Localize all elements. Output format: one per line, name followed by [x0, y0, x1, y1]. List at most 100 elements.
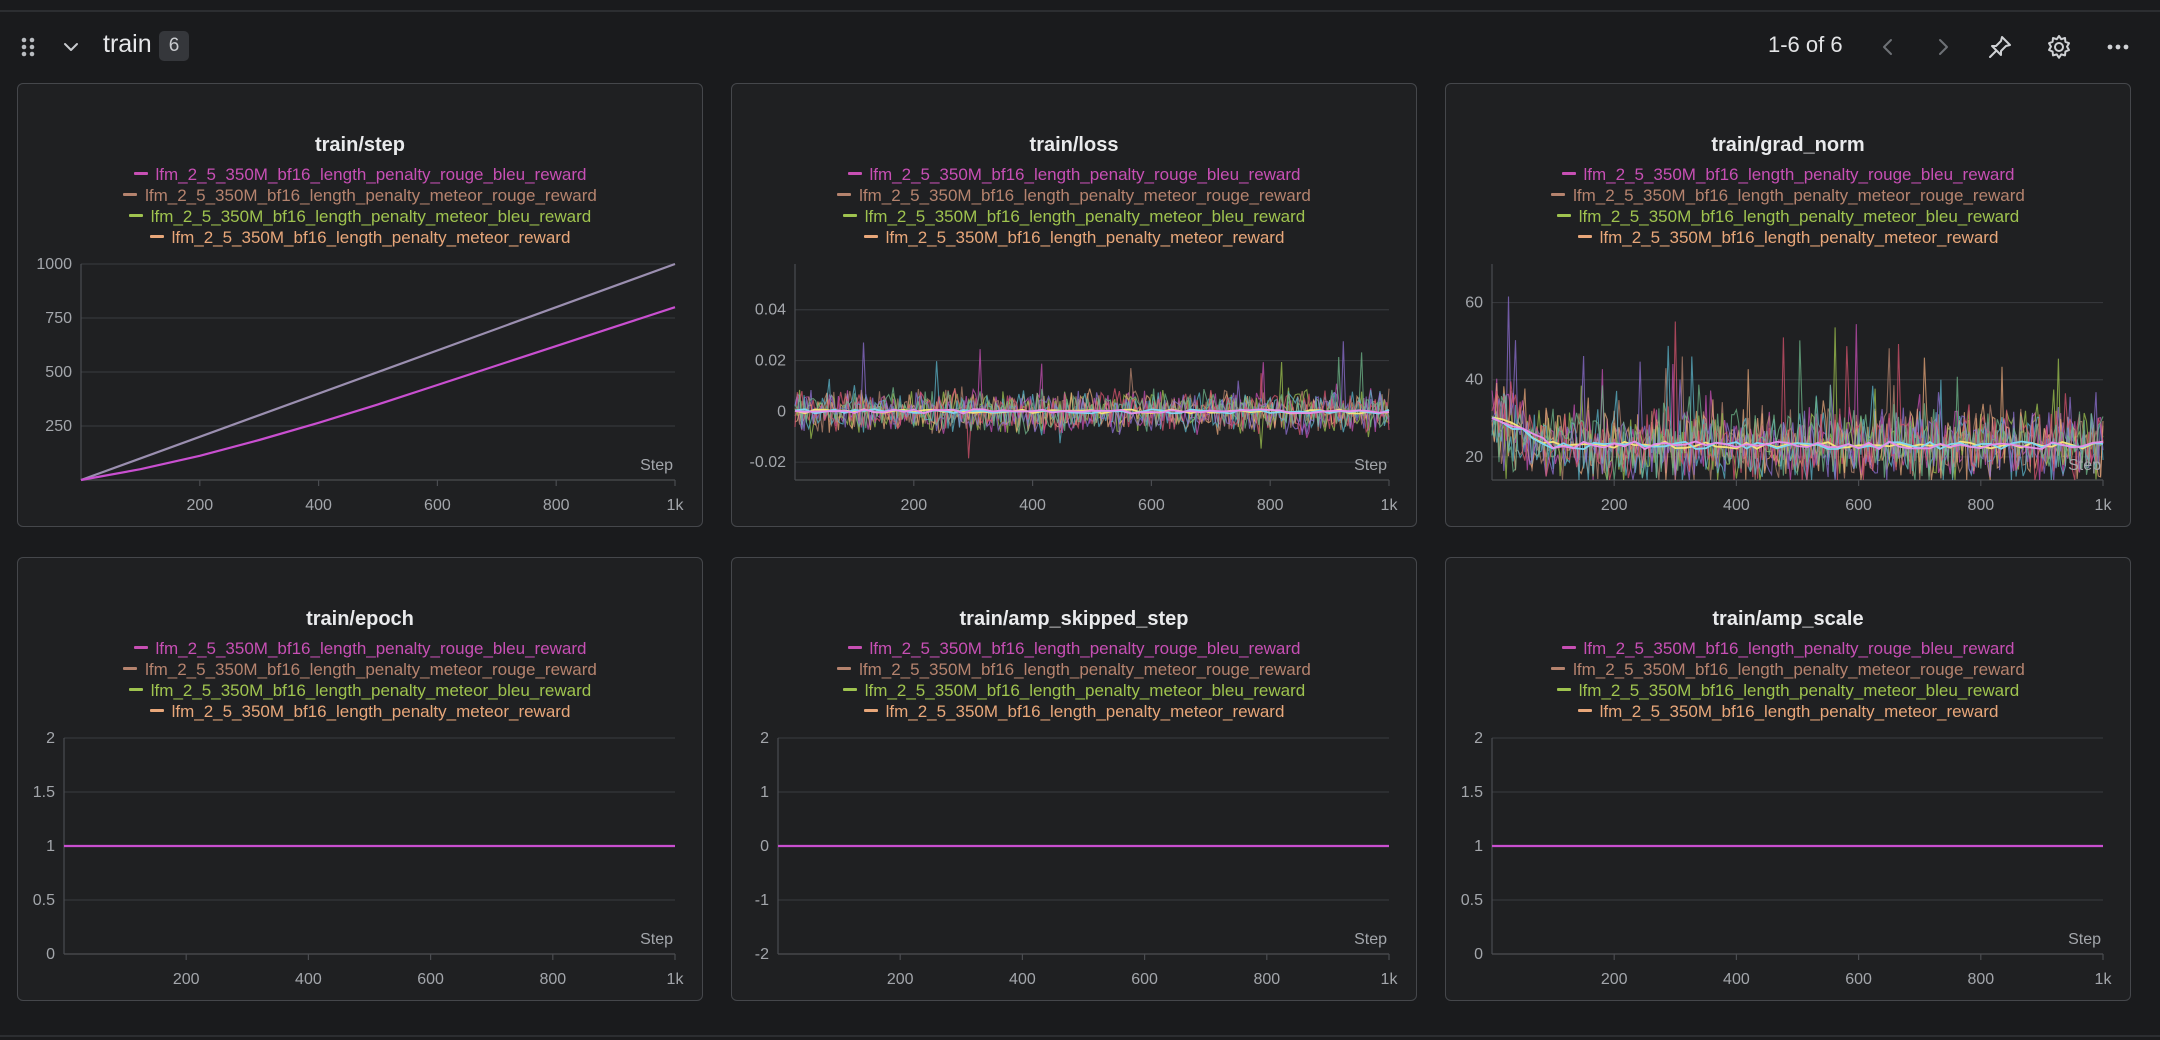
chart-legend: lfm_2_5_350M_bf16_length_penalty_rouge_b…	[18, 164, 702, 248]
chart-title: train/loss	[1029, 134, 1119, 156]
legend-swatch	[1577, 235, 1592, 239]
legend-label: lfm_2_5_350M_bf16_length_penalty_rouge_b…	[155, 165, 587, 184]
drag-handle-icon[interactable]	[20, 36, 36, 58]
legend-item[interactable]: lfm_2_5_350M_bf16_length_penalty_meteor_…	[1446, 185, 2130, 206]
legend-swatch	[837, 193, 852, 197]
chevron-left-icon[interactable]	[1874, 33, 1902, 61]
series-line	[80, 262, 676, 482]
legend-swatch	[863, 709, 878, 713]
chart-panel[interactable]: train/step lfm_2_5_350M_bf16_length_penal…	[17, 83, 703, 527]
chart-legend: lfm_2_5_350M_bf16_length_penalty_rouge_b…	[18, 638, 702, 722]
legend-item[interactable]: lfm_2_5_350M_bf16_length_penalty_meteor_…	[732, 185, 1416, 206]
y-tick-label: 0.5	[33, 892, 55, 909]
legend-item[interactable]: lfm_2_5_350M_bf16_length_penalty_rouge_b…	[732, 638, 1416, 659]
x-tick-label: 600	[1845, 497, 1872, 514]
chart-panel[interactable]: train/amp_scale lfm_2_5_350M_bf16_length_…	[1445, 557, 2131, 1001]
legend-swatch	[847, 172, 862, 176]
top-divider	[0, 10, 2160, 12]
legend-label: lfm_2_5_350M_bf16_length_penalty_meteor_…	[150, 207, 592, 226]
x-tick-label: 600	[1845, 971, 1872, 988]
x-tick-label: 600	[1131, 971, 1158, 988]
legend-label: lfm_2_5_350M_bf16_length_penalty_meteor_…	[1599, 228, 1999, 247]
x-tick-label: 400	[1723, 971, 1750, 988]
x-tick-label: 400	[1019, 497, 1046, 514]
legend-label: lfm_2_5_350M_bf16_length_penalty_meteor_…	[864, 207, 1306, 226]
legend-item[interactable]: lfm_2_5_350M_bf16_length_penalty_meteor_…	[732, 206, 1416, 227]
y-tick-label: 60	[1465, 295, 1483, 312]
x-tick-label: 200	[1601, 971, 1628, 988]
legend-item[interactable]: lfm_2_5_350M_bf16_length_penalty_rouge_b…	[1446, 164, 2130, 185]
legend-item[interactable]: lfm_2_5_350M_bf16_length_penalty_meteor_…	[18, 185, 702, 206]
section-title: train	[103, 30, 152, 58]
y-tick-label: 2	[1474, 730, 1483, 747]
chart-plot[interactable]: -0.02 0 0.02 0.04 200 400 600 800 1k Step	[732, 84, 1416, 524]
chart-plot[interactable]: 20 40 60 200 400 600 800 1k Step	[1446, 84, 2130, 524]
chart-title: train/epoch	[306, 608, 414, 630]
series-line	[80, 306, 676, 482]
legend-item[interactable]: lfm_2_5_350M_bf16_length_penalty_meteor_…	[18, 701, 702, 722]
chart-plot[interactable]: 250 500 750 1000 200 400 600 800 1k Step	[18, 84, 702, 524]
more-horizontal-icon[interactable]	[2104, 33, 2132, 61]
legend-item[interactable]: lfm_2_5_350M_bf16_length_penalty_meteor_…	[732, 227, 1416, 248]
legend-swatch	[133, 646, 148, 650]
legend-item[interactable]: lfm_2_5_350M_bf16_length_penalty_rouge_b…	[18, 164, 702, 185]
y-tick-label: 2	[760, 730, 769, 747]
y-tick-label: -0.02	[750, 454, 787, 471]
legend-item[interactable]: lfm_2_5_350M_bf16_length_penalty_meteor_…	[732, 659, 1416, 680]
pin-icon[interactable]	[1986, 33, 2014, 61]
chart-plot[interactable]: -2 -1 0 1 2 200 400 600 800 1k Step	[732, 558, 1416, 998]
chevron-right-icon[interactable]	[1929, 33, 1957, 61]
chevron-down-icon[interactable]	[62, 38, 80, 56]
legend-item[interactable]: lfm_2_5_350M_bf16_length_penalty_meteor_…	[1446, 701, 2130, 722]
x-tick-label: 1k	[667, 971, 685, 988]
legend-label: lfm_2_5_350M_bf16_length_penalty_meteor_…	[145, 660, 597, 679]
y-tick-label: 1	[46, 838, 55, 855]
x-tick-label: 400	[295, 971, 322, 988]
legend-label: lfm_2_5_350M_bf16_length_penalty_meteor_…	[864, 681, 1306, 700]
legend-item[interactable]: lfm_2_5_350M_bf16_length_penalty_meteor_…	[1446, 680, 2130, 701]
legend-label: lfm_2_5_350M_bf16_length_penalty_meteor_…	[885, 228, 1285, 247]
legend-item[interactable]: lfm_2_5_350M_bf16_length_penalty_meteor_…	[1446, 659, 2130, 680]
chart-panel[interactable]: train/amp_skipped_step lfm_2_5_350M_bf16_…	[731, 557, 1417, 1001]
x-tick-label: 800	[1967, 971, 1994, 988]
chart-title: train/amp_scale	[1712, 608, 1864, 630]
legend-label: lfm_2_5_350M_bf16_length_penalty_meteor_…	[859, 660, 1311, 679]
legend-item[interactable]: lfm_2_5_350M_bf16_length_penalty_meteor_…	[18, 227, 702, 248]
y-tick-label: 1000	[36, 256, 72, 273]
legend-item[interactable]: lfm_2_5_350M_bf16_length_penalty_rouge_b…	[1446, 638, 2130, 659]
y-tick-label: 0.02	[755, 353, 786, 370]
chart-panel[interactable]: train/loss lfm_2_5_350M_bf16_length_penal…	[731, 83, 1417, 527]
legend-swatch	[842, 688, 857, 692]
legend-item[interactable]: lfm_2_5_350M_bf16_length_penalty_rouge_b…	[18, 638, 702, 659]
y-tick-label: 1	[1474, 838, 1483, 855]
legend-item[interactable]: lfm_2_5_350M_bf16_length_penalty_meteor_…	[18, 680, 702, 701]
legend-swatch	[1551, 193, 1566, 197]
legend-label: lfm_2_5_350M_bf16_length_penalty_meteor_…	[1578, 681, 2020, 700]
chart-legend: lfm_2_5_350M_bf16_length_penalty_rouge_b…	[732, 638, 1416, 722]
x-axis-label: Step	[640, 931, 673, 948]
gear-icon[interactable]	[2045, 33, 2073, 61]
series-line	[1491, 340, 2104, 481]
legend-swatch	[863, 235, 878, 239]
legend-label: lfm_2_5_350M_bf16_length_penalty_meteor_…	[859, 186, 1311, 205]
x-tick-label: 800	[1253, 971, 1280, 988]
legend-item[interactable]: lfm_2_5_350M_bf16_length_penalty_rouge_b…	[732, 164, 1416, 185]
x-tick-label: 1k	[1381, 971, 1399, 988]
legend-item[interactable]: lfm_2_5_350M_bf16_length_penalty_meteor_…	[1446, 206, 2130, 227]
legend-label: lfm_2_5_350M_bf16_length_penalty_meteor_…	[171, 228, 571, 247]
y-tick-label: 1.5	[1461, 784, 1483, 801]
chart-panel[interactable]: train/grad_norm lfm_2_5_350M_bf16_length_…	[1445, 83, 2131, 527]
y-tick-label: 1.5	[33, 784, 55, 801]
legend-item[interactable]: lfm_2_5_350M_bf16_length_penalty_meteor_…	[18, 206, 702, 227]
chart-plot[interactable]: 0 0.5 1 1.5 2 200 400 600 800 1k Step	[18, 558, 702, 998]
legend-item[interactable]: lfm_2_5_350M_bf16_length_penalty_meteor_…	[732, 701, 1416, 722]
y-tick-label: 0.04	[755, 302, 786, 319]
legend-swatch	[149, 709, 164, 713]
bottom-divider	[0, 1035, 2160, 1037]
x-tick-label: 200	[1601, 497, 1628, 514]
legend-item[interactable]: lfm_2_5_350M_bf16_length_penalty_meteor_…	[18, 659, 702, 680]
legend-item[interactable]: lfm_2_5_350M_bf16_length_penalty_meteor_…	[732, 680, 1416, 701]
chart-plot[interactable]: 0 0.5 1 1.5 2 200 400 600 800 1k Step	[1446, 558, 2130, 998]
chart-panel[interactable]: train/epoch lfm_2_5_350M_bf16_length_pena…	[17, 557, 703, 1001]
legend-item[interactable]: lfm_2_5_350M_bf16_length_penalty_meteor_…	[1446, 227, 2130, 248]
